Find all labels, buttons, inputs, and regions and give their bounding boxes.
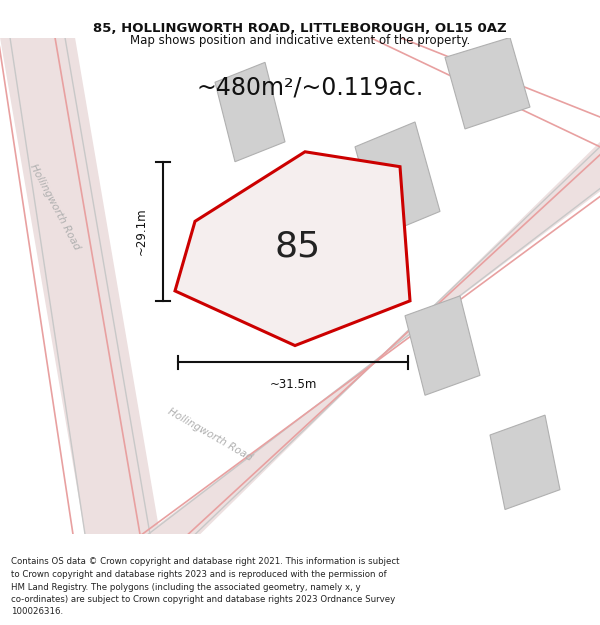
Polygon shape [405,296,480,395]
Text: 85, HOLLINGWORTH ROAD, LITTLEBOROUGH, OL15 0AZ: 85, HOLLINGWORTH ROAD, LITTLEBOROUGH, OL… [93,22,507,35]
Text: Map shows position and indicative extent of the property.: Map shows position and indicative extent… [130,34,470,48]
Text: ~480m²/~0.119ac.: ~480m²/~0.119ac. [196,75,424,99]
Text: Hollingworth Road: Hollingworth Road [28,162,82,251]
Polygon shape [175,152,410,346]
Text: ~31.5m: ~31.5m [269,378,317,391]
Polygon shape [145,142,600,534]
Polygon shape [490,415,560,509]
Text: 85: 85 [275,229,321,263]
Polygon shape [355,122,440,236]
Polygon shape [0,38,160,534]
Text: to Crown copyright and database rights 2023 and is reproduced with the permissio: to Crown copyright and database rights 2… [11,570,386,579]
Text: 100026316.: 100026316. [11,608,63,616]
Text: HM Land Registry. The polygons (including the associated geometry, namely x, y: HM Land Registry. The polygons (includin… [11,582,361,591]
Text: Contains OS data © Crown copyright and database right 2021. This information is : Contains OS data © Crown copyright and d… [11,558,400,566]
Text: Hollingworth Road: Hollingworth Road [166,407,254,463]
Text: co-ordinates) are subject to Crown copyright and database rights 2023 Ordnance S: co-ordinates) are subject to Crown copyr… [11,595,395,604]
Polygon shape [215,62,285,162]
Polygon shape [445,38,530,129]
Text: ~29.1m: ~29.1m [134,208,148,255]
